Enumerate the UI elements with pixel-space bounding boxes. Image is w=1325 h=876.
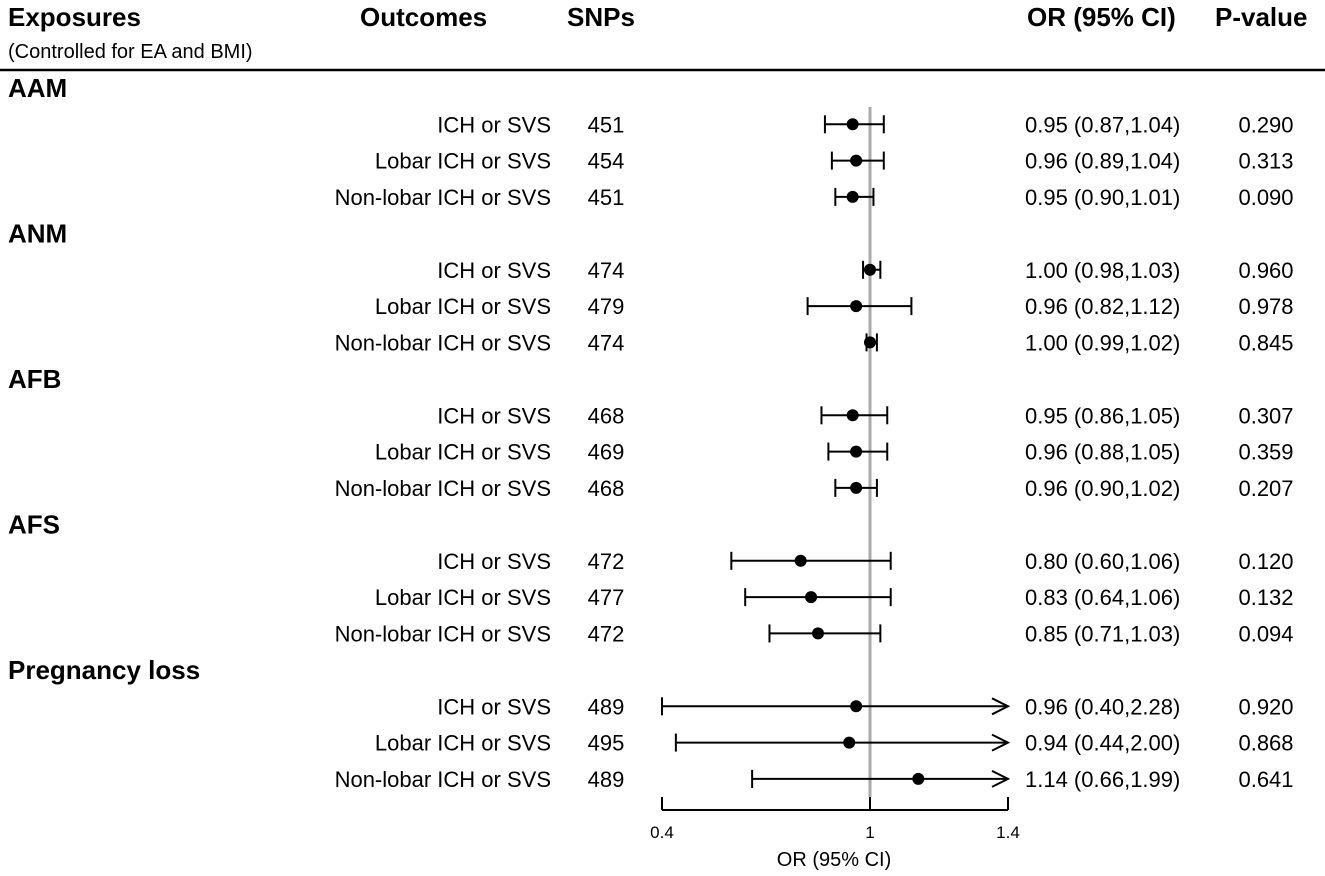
header-outcomes: Outcomes xyxy=(360,2,487,32)
header-snps: SNPs xyxy=(567,2,635,32)
or-ci-value: 1.00 (0.99,1.02) xyxy=(1025,330,1180,355)
or-ci-value: 0.96 (0.90,1.02) xyxy=(1025,476,1180,501)
point-estimate xyxy=(805,591,818,604)
point-estimate xyxy=(850,700,863,713)
point-estimate xyxy=(850,445,863,458)
p-value: 0.120 xyxy=(1238,549,1293,574)
p-value: 0.641 xyxy=(1238,767,1293,792)
point-estimate xyxy=(912,772,925,785)
group-label: ANM xyxy=(8,219,67,249)
point-estimate xyxy=(864,336,876,349)
snps-value: 451 xyxy=(588,112,625,137)
or-ci-value: 0.94 (0.44,2.00) xyxy=(1025,731,1180,756)
header: Exposures (Controlled for EA and BMI) Ou… xyxy=(0,2,1325,72)
outcome-label: Lobar ICH or SVS xyxy=(375,149,551,174)
snps-value: 495 xyxy=(588,731,625,756)
point-estimate xyxy=(846,190,859,203)
p-value: 0.978 xyxy=(1238,294,1293,319)
point-estimate xyxy=(846,118,859,131)
header-exposures-sub: (Controlled for EA and BMI) xyxy=(8,41,253,63)
or-ci-value: 0.95 (0.86,1.05) xyxy=(1025,403,1180,428)
point-estimate xyxy=(846,409,859,422)
snps-value: 489 xyxy=(588,767,625,792)
snps-value: 454 xyxy=(588,149,625,174)
header-pvalue: P-value xyxy=(1215,2,1308,32)
p-value: 0.094 xyxy=(1238,621,1293,646)
or-ci-value: 0.95 (0.87,1.04) xyxy=(1025,112,1180,137)
x-axis: OR (95% CI) 0.4 1 1.4 xyxy=(650,797,1020,871)
snps-value: 472 xyxy=(588,549,625,574)
or-ci-value: 0.80 (0.60,1.06) xyxy=(1025,549,1180,574)
outcome-label: Non-lobar ICH or SVS xyxy=(335,185,551,210)
x-tick-label: 1 xyxy=(865,823,874,842)
or-ci-value: 0.96 (0.88,1.05) xyxy=(1025,440,1180,465)
p-value: 0.090 xyxy=(1238,185,1293,210)
point-estimate xyxy=(843,736,856,749)
point-estimate xyxy=(850,481,863,494)
ci-arrow xyxy=(991,770,1011,788)
p-value: 0.313 xyxy=(1238,149,1293,174)
table-rows: AAM ICH or SVS 451 0.95 (0.87,1.04) 0.290 Lob… xyxy=(8,73,1294,792)
group-label: AAM xyxy=(8,73,67,103)
or-ci-value: 0.96 (0.40,2.28) xyxy=(1025,694,1180,719)
outcome-label: Lobar ICH or SVS xyxy=(375,731,551,756)
p-value: 0.845 xyxy=(1238,330,1293,355)
p-value: 0.307 xyxy=(1238,403,1293,428)
p-value: 0.207 xyxy=(1238,476,1293,501)
snps-value: 477 xyxy=(588,585,625,610)
outcome-label: ICH or SVS xyxy=(437,112,551,137)
point-estimate xyxy=(794,554,807,567)
or-ci-value: 1.14 (0.66,1.99) xyxy=(1025,767,1180,792)
snps-value: 468 xyxy=(588,476,625,501)
group-label: AFB xyxy=(8,364,61,394)
snps-value: 451 xyxy=(588,185,625,210)
point-estimate xyxy=(864,263,876,276)
or-ci-value: 1.00 (0.98,1.03) xyxy=(1025,258,1180,283)
x-tick-label: 0.4 xyxy=(650,823,674,842)
outcome-label: ICH or SVS xyxy=(437,403,551,428)
snps-value: 469 xyxy=(588,440,625,465)
point-estimate xyxy=(850,154,863,167)
or-ci-value: 0.95 (0.90,1.01) xyxy=(1025,185,1180,210)
p-value: 0.868 xyxy=(1238,731,1293,756)
outcome-label: Non-lobar ICH or SVS xyxy=(335,476,551,501)
outcome-label: Lobar ICH or SVS xyxy=(375,440,551,465)
p-value: 0.132 xyxy=(1238,585,1293,610)
outcome-label: Non-lobar ICH or SVS xyxy=(335,767,551,792)
group-label: AFS xyxy=(8,510,60,540)
outcome-label: ICH or SVS xyxy=(437,549,551,574)
point-estimate xyxy=(812,627,824,640)
snps-value: 468 xyxy=(588,403,625,428)
p-value: 0.359 xyxy=(1238,440,1293,465)
point-estimate xyxy=(850,300,863,313)
outcome-label: Non-lobar ICH or SVS xyxy=(335,621,551,646)
outcome-label: ICH or SVS xyxy=(437,694,551,719)
outcome-label: ICH or SVS xyxy=(437,258,551,283)
or-ci-value: 0.83 (0.64,1.06) xyxy=(1025,585,1180,610)
header-or-ci: OR (95% CI) xyxy=(1027,2,1176,32)
ci-arrow xyxy=(991,697,1011,716)
snps-value: 479 xyxy=(588,294,625,319)
plot-area xyxy=(661,107,1011,797)
snps-value: 474 xyxy=(588,258,625,283)
snps-value: 474 xyxy=(588,330,625,355)
or-ci-value: 0.96 (0.82,1.12) xyxy=(1025,294,1180,319)
p-value: 0.960 xyxy=(1238,258,1293,283)
outcome-label: Lobar ICH or SVS xyxy=(375,585,551,610)
header-exposures: Exposures xyxy=(8,2,141,32)
p-value: 0.920 xyxy=(1238,694,1293,719)
snps-value: 472 xyxy=(588,621,625,646)
or-ci-value: 0.96 (0.89,1.04) xyxy=(1025,149,1180,174)
ci-arrow xyxy=(991,733,1011,752)
group-label: Pregnancy loss xyxy=(8,655,200,685)
p-value: 0.290 xyxy=(1238,112,1293,137)
x-axis-label: OR (95% CI) xyxy=(777,849,891,871)
outcome-label: Lobar ICH or SVS xyxy=(375,294,551,319)
snps-value: 489 xyxy=(588,694,625,719)
x-tick-label: 1.4 xyxy=(996,823,1020,842)
outcome-label: Non-lobar ICH or SVS xyxy=(335,330,551,355)
or-ci-value: 0.85 (0.71,1.03) xyxy=(1025,621,1180,646)
